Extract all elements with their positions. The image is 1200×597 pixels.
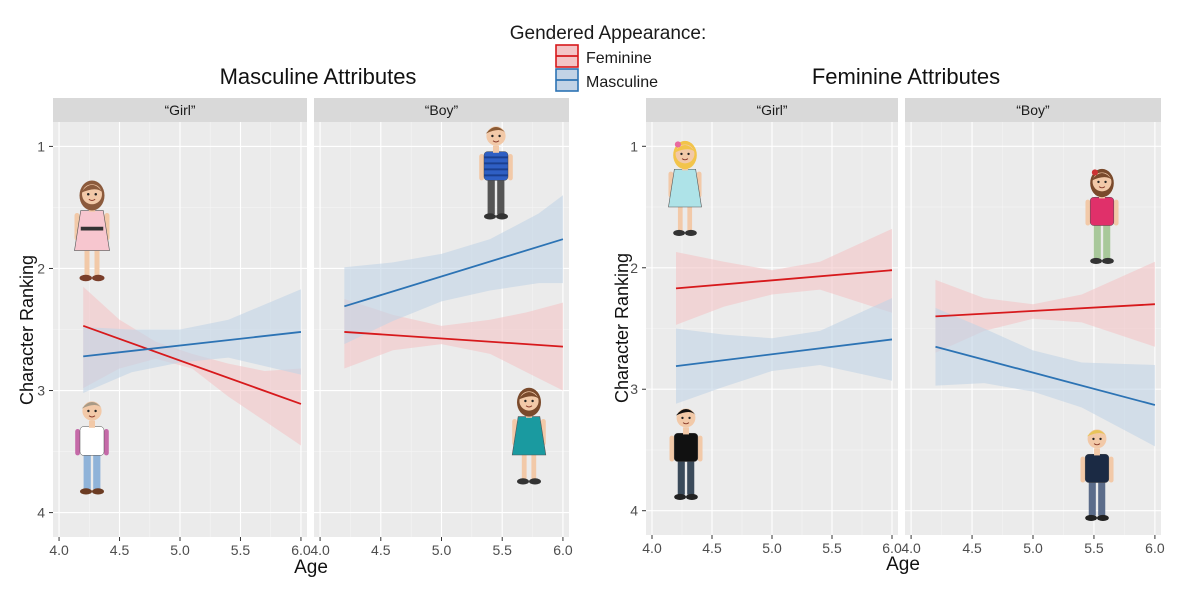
y-tick-label: 4 [37,505,45,521]
confidence-band-feminine-masc-girl [83,286,301,446]
legend-label-feminine: Feminine [586,50,652,67]
y-tick-label: 3 [630,381,638,397]
confidence-band-masculine-masc-boy [344,195,563,345]
trend-line-feminine-fem-girl [675,269,893,290]
facet-strip-fem-girl [646,98,898,122]
chart-title-masculine-attributes: Masculine Attributes [220,64,417,89]
x-axis-label-left: Age [294,557,328,578]
y-tick-label: 4 [630,503,638,519]
facet-label-masc-girl: “Girl” [164,102,195,118]
y-axis-label-right: Character Ranking [612,253,632,403]
panel-feminine-girl: “Girl” 4.0 4.5 5.0 5.5 6.0 1 2 3 4 [630,98,902,556]
confidence-band-feminine-fem-girl [676,228,892,325]
x-tick-label: 6.0 [882,540,902,556]
trend-line-masculine-masc-boy [344,238,564,308]
x-tick-label: 5.0 [1023,540,1043,556]
legend: Gendered Appearance: Feminine Masculine [510,23,707,92]
trend-line-feminine-fem-boy [935,303,1155,318]
x-tick-label: 4.0 [310,542,330,558]
y-tick-label: 1 [630,138,638,154]
legend-entry-masculine: Masculine [555,68,658,92]
x-tick-label: 4.5 [110,542,130,558]
x-tick-label: 5.5 [822,540,842,556]
facet-label-fem-boy: “Boy” [1016,102,1050,118]
x-tick-label: 5.5 [492,542,512,558]
x-tick-label: 4.0 [642,540,662,556]
panel-masculine-boy: “Boy” 4.0 4.5 5.0 5.5 6.0 [310,98,573,558]
x-tick-label: 5.0 [762,540,782,556]
trend-line-masculine-fem-boy [935,345,1156,406]
x-tick-label: 6.0 [553,542,573,558]
x-tick-label: 4.5 [962,540,982,556]
character-masculine-boy-black-shirt [669,408,703,501]
y-axis-label-left: Character Ranking [17,255,37,405]
facet-strip-masc-boy [314,98,569,122]
x-tick-label: 4.0 [49,542,69,558]
character-feminine-boy-pink-shirt [1085,168,1119,265]
x-axis-label-right: Age [886,554,920,575]
x-tick-label: 5.5 [231,542,251,558]
y-tick-label: 2 [630,260,638,276]
facet-strip-fem-boy [905,98,1161,122]
x-tick-label: 5.0 [170,542,190,558]
x-tick-label: 5.0 [432,542,452,558]
character-feminine-girl-teal-dress [511,387,547,485]
trend-line-masculine-fem-girl [675,338,893,368]
y-tick-label: 3 [37,383,45,399]
character-feminine-girl-pink-dress [74,180,110,282]
chart-title-feminine-attributes: Feminine Attributes [812,64,1000,89]
character-feminine-girl-blue-dress [668,140,702,237]
character-masculine-boy-blond [1080,429,1114,522]
trend-line-masculine-masc-girl [83,331,302,358]
x-tick-label: 4.5 [371,542,391,558]
character-illustrations [74,126,1119,522]
trend-line-feminine-masc-boy [344,331,563,348]
confidence-band-masculine-masc-girl [83,289,301,393]
panel-feminine-boy: “Boy” 4.0 4.5 5.0 5.5 6.0 [901,98,1165,556]
x-tick-label: 4.5 [702,540,722,556]
legend-label-masculine: Masculine [586,74,658,91]
confidence-band-masculine-fem-girl [676,298,892,404]
legend-title: Gendered Appearance: [510,23,707,44]
facet-strip-masc-girl [53,98,307,122]
trend-line-feminine-masc-girl [82,324,302,405]
legend-entry-feminine: Feminine [555,44,652,68]
confidence-band-feminine-fem-boy [935,261,1155,353]
x-tick-label: 4.0 [901,540,921,556]
facet-label-masc-boy: “Boy” [425,102,459,118]
x-tick-label: 6.0 [1145,540,1165,556]
character-masculine-boy-blue-shirt [479,126,513,220]
y-tick-label: 2 [37,260,45,276]
y-tick-label: 1 [37,138,45,154]
confidence-band-masculine-fem-boy [935,307,1155,447]
x-tick-label: 5.5 [1084,540,1104,556]
panel-masculine-girl: “Girl” 4.0 4.5 5.0 5.5 6.0 1 2 3 4 [37,98,311,558]
confidence-band-feminine-masc-boy [344,298,563,391]
character-masculine-boy-white-shirt [75,401,109,495]
x-tick-label: 6.0 [291,542,311,558]
facet-label-fem-girl: “Girl” [756,102,787,118]
